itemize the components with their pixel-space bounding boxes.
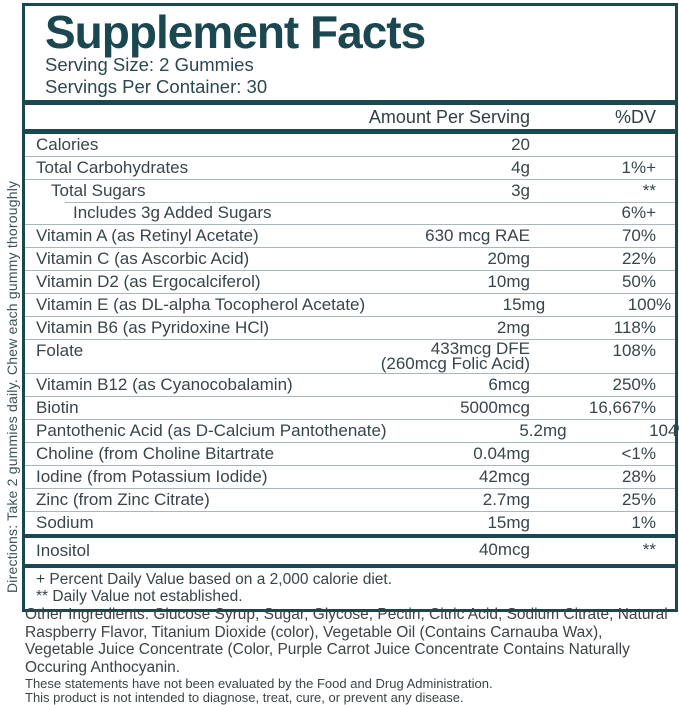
- nutrient-amount: 42mcg: [478, 467, 530, 486]
- nutrient-dv: 16,667%: [588, 398, 656, 417]
- nutrient-amount: 15mg: [487, 513, 530, 532]
- label-header: Supplement Facts Serving Size: 2 Gummies…: [25, 6, 675, 100]
- nutrient-name: Vitamin C (as Ascorbic Acid): [36, 249, 250, 268]
- nutrient-row: Pantothenic Acid (as D-Calcium Pantothen…: [25, 419, 679, 442]
- nutrient-row: Total Sugars 3g **: [25, 179, 675, 202]
- disclaimer-line: This product is not intended to diagnose…: [25, 690, 464, 705]
- nutrient-amount: 5000mcg: [460, 398, 530, 417]
- nutrient-row: Zinc (from Zinc Citrate) 2.7mg 25%: [25, 488, 675, 511]
- nutrient-amount: 2.7mg: [482, 490, 530, 509]
- nutrient-dv: 104%: [649, 421, 679, 440]
- nutrient-name: Includes 3g Added Sugars: [73, 203, 272, 222]
- nutrient-name: Vitamin D2 (as Ergocalciferol): [36, 272, 261, 291]
- nutrient-amount: 3g: [511, 181, 530, 200]
- nutrient-amount: 10mg: [487, 272, 530, 291]
- directions-text: Directions: Take 2 gummies daily. Chew e…: [4, 180, 20, 593]
- nutrient-dv: 22%: [621, 249, 656, 268]
- nutrient-name: Folate: [36, 341, 84, 360]
- serving-size: Serving Size: 2 Gummies: [45, 54, 254, 75]
- nutrient-amount: 630 mcg RAE: [425, 226, 530, 245]
- other-ingredients: Other Ingredients: Glucose Syrup, Sugar,…: [25, 606, 668, 676]
- footnote-dv-not-established: ** Daily Value not established.: [36, 588, 243, 605]
- nutrient-row: Vitamin B6 (as Pyridoxine HCl) 2mg 118%: [25, 316, 675, 339]
- nutrient-row: Iodine (from Potassium Iodide) 42mcg 28%: [25, 465, 675, 488]
- nutrient-row-inositol: Inositol 40mcg **: [25, 538, 675, 564]
- nutrient-row: Vitamin B12 (as Cyanocobalamin) 6mcg 250…: [25, 373, 675, 396]
- nutrient-name: Vitamin A (as Retinyl Acetate): [36, 226, 259, 245]
- disclaimer-line: These statements have not been evaluated…: [25, 676, 493, 691]
- nutrient-dv: <1%: [621, 444, 657, 463]
- nutrient-amount: 15mg: [502, 295, 546, 314]
- nutrient-row: Vitamin D2 (as Ergocalciferol) 10mg 50%: [25, 270, 675, 293]
- dv-header: %DV: [614, 106, 656, 127]
- supplement-facts-label: Supplement Facts Serving Size: 2 Gummies…: [22, 3, 679, 612]
- servings-per-container: Servings Per Container: 30: [45, 76, 268, 97]
- nutrient-dv: 25%: [621, 490, 656, 509]
- nutrient-amount: 40mcg: [478, 540, 530, 559]
- nutrient-name: Total Sugars: [51, 181, 146, 200]
- nutrient-name: Vitamin B12 (as Cyanocobalamin): [36, 375, 293, 394]
- nutrient-dv: 108%: [612, 341, 656, 360]
- nutrient-amount: 0.04mg: [473, 444, 530, 463]
- footnotes: + Percent Daily Value based on a 2,000 c…: [25, 564, 675, 609]
- thick-divider: [25, 100, 675, 105]
- nutrient-name: Pantothenic Acid (as D-Calcium Pantothen…: [36, 421, 387, 440]
- nutrient-dv: 250%: [612, 375, 656, 394]
- nutrient-rows: Calories 20 Total Carbohydrates 4g 1%+ T…: [25, 134, 679, 534]
- nutrient-name: Calories: [36, 135, 99, 154]
- nutrient-row: Calories 20: [25, 134, 675, 156]
- nutrient-name: Vitamin E (as DL-alpha Tocopherol Acetat…: [36, 295, 366, 314]
- thick-divider: [25, 129, 675, 134]
- nutrient-dv: 1%: [631, 513, 656, 532]
- nutrient-amount: 4g: [511, 158, 530, 177]
- bottom-text-block: Other Ingredients: Glucose Syrup, Sugar,…: [25, 606, 673, 705]
- nutrient-amount: 2mg: [496, 318, 530, 337]
- label-title: Supplement Facts: [45, 6, 426, 58]
- nutrient-name: Sodium: [36, 513, 94, 532]
- nutrient-dv: 100%: [627, 295, 672, 314]
- nutrient-dv: 1%+: [621, 158, 657, 177]
- nutrient-row: Vitamin C (as Ascorbic Acid) 20mg 22%: [25, 247, 675, 270]
- nutrient-name: Iodine (from Potassium Iodide): [36, 467, 268, 486]
- nutrient-row: Folate 433mcg DFE (260mcg Folic Acid) 108…: [25, 339, 675, 373]
- nutrient-dv: **: [642, 540, 656, 559]
- amount-per-serving-header: Amount Per Serving: [368, 106, 530, 127]
- fda-disclaimers: These statements have not been evaluated…: [25, 677, 673, 705]
- nutrient-amount: 20mg: [487, 249, 530, 268]
- nutrient-amount: 6mcg: [488, 375, 530, 394]
- nutrient-name: Vitamin B6 (as Pyridoxine HCl): [36, 318, 270, 337]
- nutrient-row: Vitamin E (as DL-alpha Tocopherol Acetat…: [25, 293, 675, 316]
- nutrient-dv: 28%: [621, 467, 656, 486]
- nutrient-dv: 50%: [621, 272, 656, 291]
- nutrient-amount: 5.2mg: [519, 421, 567, 440]
- thick-divider: [25, 534, 675, 538]
- nutrient-row: Choline (from Choline Bitartrate 0.04mg …: [25, 442, 675, 465]
- column-header-row: Amount Per Serving %DV: [25, 105, 675, 129]
- nutrient-name: Biotin: [36, 398, 79, 417]
- nutrient-name: Total Carbohydrates: [36, 158, 189, 177]
- nutrient-row: Biotin 5000mcg 16,667%: [25, 396, 675, 419]
- nutrient-row: Sodium 15mg 1%: [25, 511, 675, 534]
- nutrient-name: Inositol: [36, 541, 90, 560]
- footnote-percent-dv: + Percent Daily Value based on a 2,000 c…: [36, 571, 393, 588]
- nutrient-dv: **: [642, 181, 656, 200]
- nutrient-dv: 70%: [621, 226, 656, 245]
- nutrient-row: Vitamin A (as Retinyl Acetate) 630 mcg R…: [25, 224, 675, 247]
- nutrient-row: Total Carbohydrates 4g 1%+: [25, 156, 675, 179]
- nutrient-name: Choline (from Choline Bitartrate: [36, 444, 275, 463]
- nutrient-name: Zinc (from Zinc Citrate): [36, 490, 210, 509]
- nutrient-dv: 6%+: [621, 203, 657, 222]
- nutrient-dv: 118%: [613, 318, 656, 337]
- nutrient-amount: 433mcg DFE (260mcg Folic Acid): [380, 339, 530, 373]
- nutrient-amount: 20: [511, 135, 530, 154]
- nutrient-row: Includes 3g Added Sugars 6%+: [25, 202, 675, 224]
